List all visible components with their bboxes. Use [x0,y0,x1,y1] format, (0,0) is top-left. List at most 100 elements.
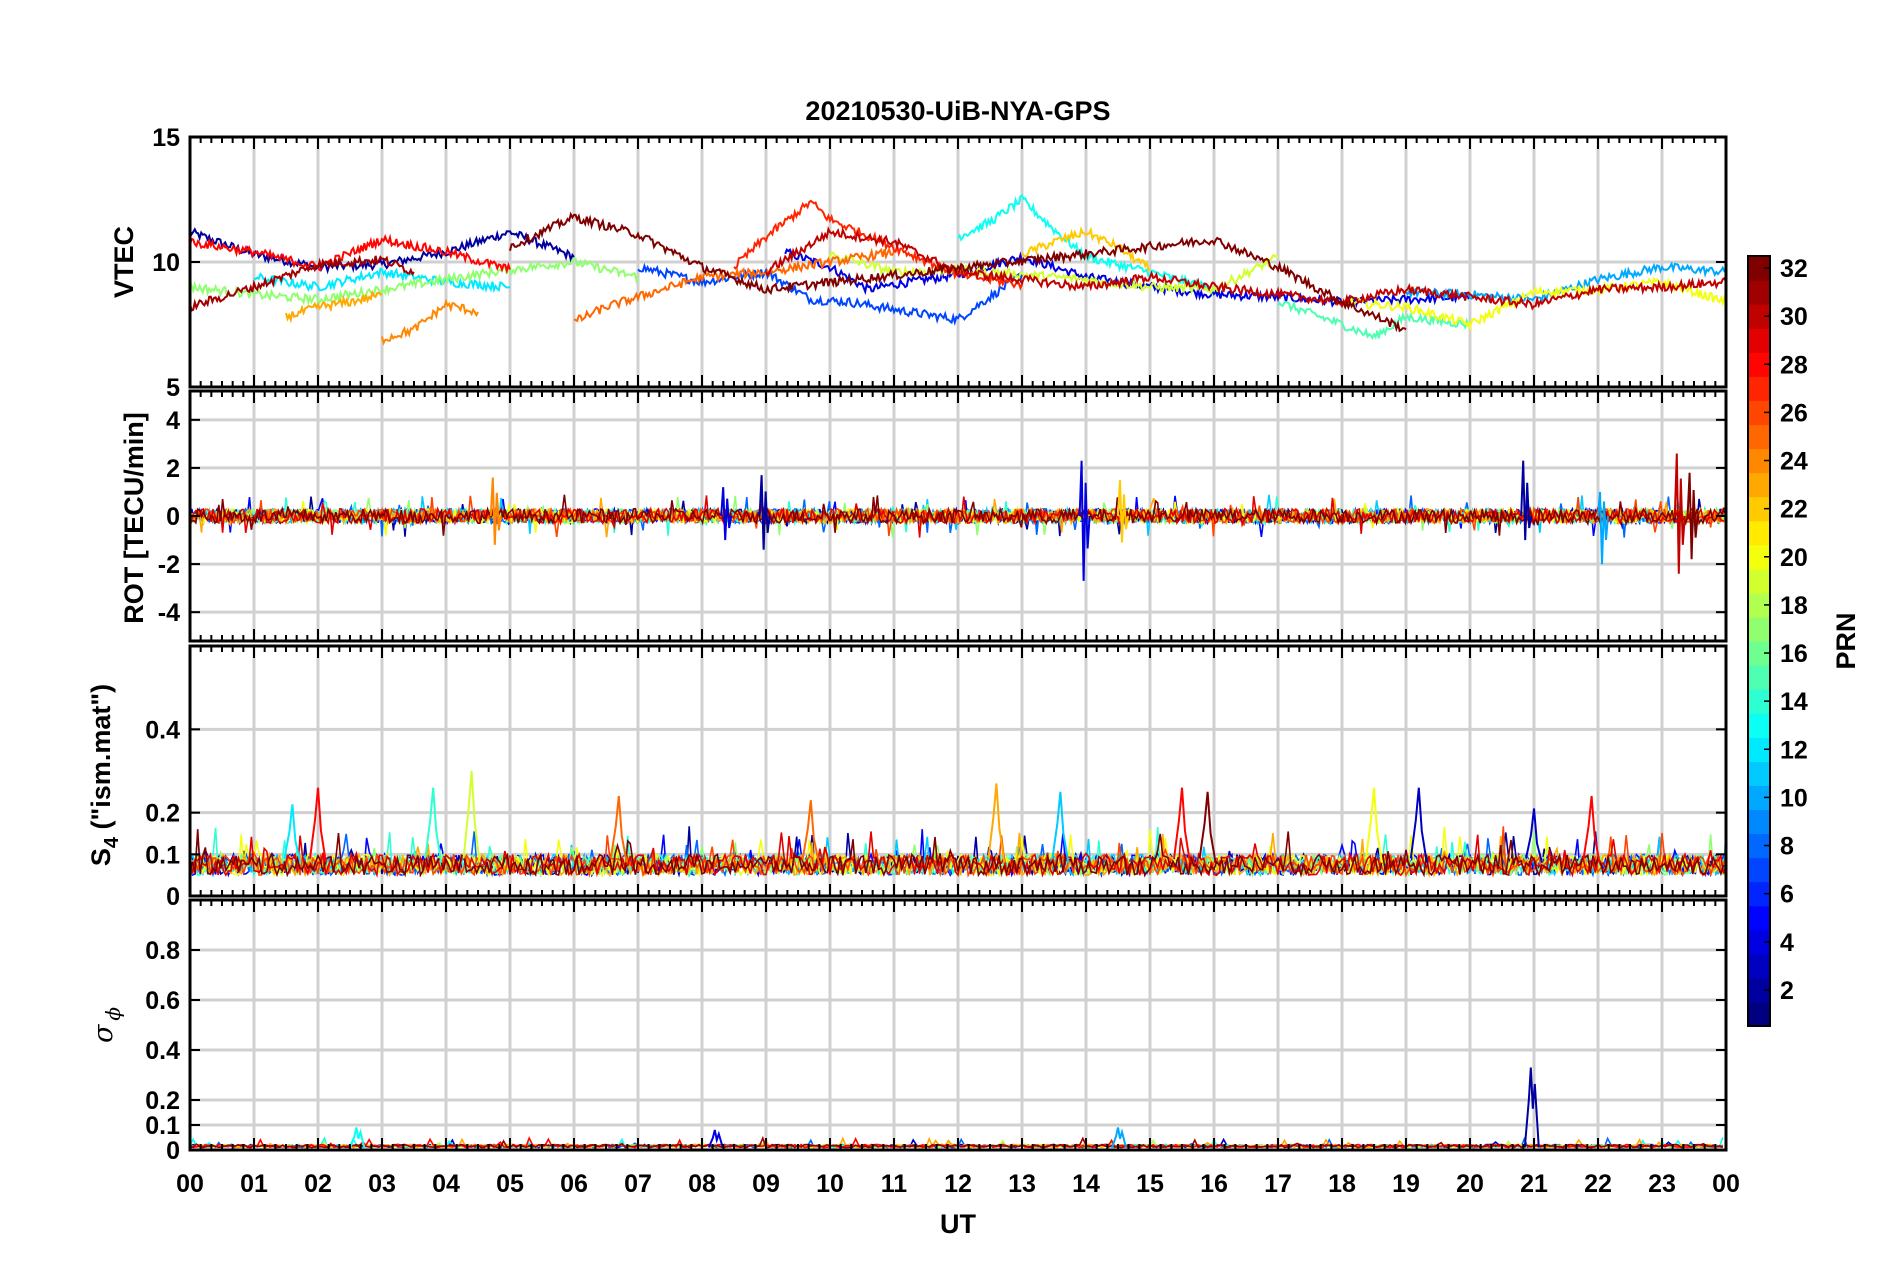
s4-peak [283,804,302,863]
colorbar-band [1748,304,1770,329]
vtec-axes [188,135,1728,389]
colorbar-tick-label: 10 [1780,784,1808,812]
x-tick-label: 17 [1264,1170,1292,1198]
y-tick-label: 0.1 [145,841,180,869]
vtec-series-prn-15 [1277,300,1471,340]
sigma-label-main: σ [88,1023,119,1043]
x-tick-label: 10 [816,1170,844,1198]
s4-series-prn-32 [190,829,1726,878]
panel-sigma-phi: 00.10.2 0.4 0.6 0.8 σϕ [88,898,1728,1165]
vtec-series-prn-30 [765,226,1726,311]
colorbar-tick-label: 32 [1780,255,1808,283]
y-tick-label: -2 [158,551,180,579]
colorbar-band [1748,977,1770,1003]
y-tick-label: 0.6 [145,987,180,1015]
x-tick-label: 22 [1584,1170,1612,1198]
y-tick-label: 0 [166,1137,180,1165]
rot-spike [1520,460,1533,541]
colorbar-band [1748,953,1770,979]
colorbar-band [1748,520,1770,546]
x-tick-label: 00 [176,1170,204,1198]
colorbar-tick-label: 26 [1780,399,1808,427]
colorbar-band [1748,616,1770,642]
y-tick-label: 2 [166,455,180,483]
panel-s4: 0 0.1 0.2 0.4 S4 ("ism.mat") [86,644,1728,911]
s4-peak [987,783,1006,863]
y-tick-label: 0.1 [145,1112,180,1140]
s4-peak [1173,787,1191,863]
colorbar-tick-label: 22 [1780,496,1808,524]
sigma-peak [1523,1067,1540,1148]
colorbar-band [1748,400,1770,426]
colorbar-band [1748,785,1770,811]
rot-spike [1673,453,1686,574]
colorbar-tick-label: 18 [1780,592,1808,620]
colorbar-tick-label: 4 [1780,929,1794,957]
s4-peak [1365,787,1383,863]
rot-series-group [190,453,1725,581]
colorbar-band [1748,737,1770,762]
vtec-series-prn-2 [190,227,575,275]
x-tick-label: 04 [432,1170,460,1198]
x-tick-label: 15 [1136,1170,1164,1198]
y-tick-label: 0.2 [145,1087,180,1115]
x-tick-label: 23 [1648,1170,1676,1198]
colorbar-tick-label: 8 [1780,833,1794,861]
vtec-series-prn-24 [381,298,479,346]
x-tick-label: 05 [496,1170,524,1198]
colorbar-frame [1747,255,1771,1027]
rot-spike [720,487,733,541]
s4-y-axis-label: S4 ("ism.mat") [86,684,123,866]
x-tick-label: 03 [368,1170,396,1198]
vtec-series-prn-20 [1341,276,1726,332]
rot-y-axis-label: ROT [TECU/min] [119,412,149,623]
s4-peak [1198,791,1217,863]
sigma-peak [349,1127,366,1148]
colorbar-band [1748,689,1770,714]
colorbar-band [1748,280,1770,305]
s4-peak [1582,795,1601,863]
sigma-series-group [190,1067,1724,1149]
rot-spike [1597,491,1609,565]
x-tick-label: 21 [1520,1170,1548,1198]
y-tick-label: -4 [158,599,180,627]
vtec-series-prn-12 [253,267,511,294]
y-tick-label: 0 [166,503,180,531]
x-tick-label: 18 [1328,1170,1356,1198]
s4-peak [801,800,820,863]
x-tick-label: 19 [1392,1170,1420,1198]
x-tick-label: 01 [240,1170,268,1198]
colorbar-band [1748,352,1770,377]
colorbar-band [1748,496,1770,522]
colorbar-band [1748,857,1770,883]
x-tick-label: 14 [1072,1170,1100,1198]
x-tick-labels: 00 01 02 03 04 05 06 07 08 09 10 11 12 13 14 15 16 17 18 19… [176,1170,1740,1198]
x-tick-label: 16 [1200,1170,1228,1198]
s4-peak [462,770,481,863]
colorbar-band [1748,472,1770,498]
colorbar-band [1748,881,1770,907]
x-axis-label: UT [940,1209,976,1239]
x-tick-label: 11 [881,1170,908,1198]
x-tick-label: 02 [304,1170,332,1198]
x-tick-label: 06 [560,1170,588,1198]
y-tick-label: 15 [152,124,180,152]
s4-peak [424,787,443,863]
colorbar-tick-label: 16 [1780,640,1808,668]
s4-label-rest: ("ism.mat") [86,684,116,837]
colorbar-label: PRN [1831,612,1861,669]
panel-vtec: 5 10 15 VTEC [109,124,1728,402]
colorbar-tick-label: 24 [1780,448,1808,476]
vtec-series-prn-23 [285,289,383,324]
colorbar-tick-label: 12 [1780,736,1808,764]
y-tick-label: 0 [166,883,180,911]
colorbar-band [1748,592,1770,618]
s4-peak [1051,791,1070,863]
colorbar-tick-label: 6 [1780,881,1794,909]
colorbar-band [1748,929,1770,955]
rot-y-tick-labels: -4 -2 0 2 4 [158,407,180,627]
rot-axes [188,389,1728,643]
sigma-label-sub: ϕ [101,1007,125,1021]
